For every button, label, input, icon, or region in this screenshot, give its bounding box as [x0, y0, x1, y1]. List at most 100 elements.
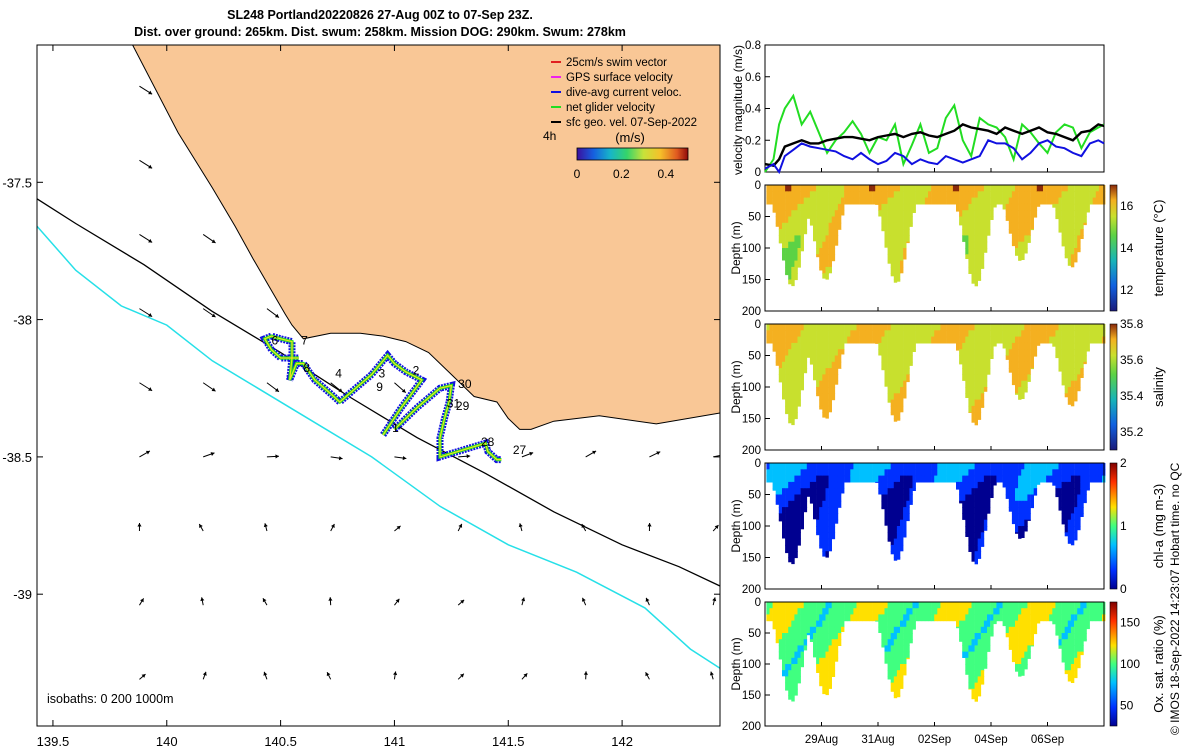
- section-cell: [853, 324, 857, 331]
- section-cell: [788, 513, 792, 521]
- velocity-arrow-head: [328, 597, 333, 601]
- section-cell: [1024, 330, 1028, 338]
- section-cell: [990, 342, 994, 350]
- section-cell: [1011, 657, 1016, 663]
- section-cell: [959, 626, 963, 634]
- section-cell: [952, 324, 957, 331]
- section-cell: [819, 507, 823, 514]
- section-cell: [1018, 507, 1022, 514]
- section-cell: [1024, 197, 1028, 205]
- section-cell: [1064, 507, 1069, 514]
- section-cell: [850, 330, 854, 338]
- section-cell: [785, 216, 789, 224]
- section-cell: [1064, 254, 1069, 259]
- section-cell: [797, 222, 801, 230]
- section-cell: [831, 664, 836, 671]
- section-cell: [794, 463, 798, 470]
- section-cell: [915, 336, 919, 344]
- section-cell: [837, 463, 842, 470]
- section-cell: [1080, 602, 1084, 609]
- section-cell: [977, 481, 982, 489]
- section-cell: [887, 463, 891, 470]
- section-cell: [977, 248, 982, 255]
- section-cell: [999, 475, 1003, 483]
- section-cell: [1061, 633, 1065, 640]
- section-cell: [974, 602, 978, 609]
- section-cell: [809, 469, 814, 477]
- section-cell: [800, 463, 804, 470]
- section-cell: [1089, 463, 1093, 470]
- section-cell: [831, 507, 836, 514]
- section-cell: [890, 336, 895, 344]
- section-cell: [1080, 191, 1084, 199]
- section-cell: [1024, 342, 1028, 350]
- section-cell: [822, 235, 826, 243]
- section-cell: [803, 639, 808, 646]
- section-cell: [1067, 399, 1072, 405]
- section-cell: [900, 342, 904, 350]
- section-cell: [875, 602, 879, 609]
- section-cell: [1030, 185, 1034, 192]
- section-cell: [915, 602, 919, 609]
- section-cell: [1052, 463, 1056, 470]
- section-cell: [1039, 197, 1044, 205]
- section-cell: [1027, 229, 1031, 236]
- section-cell: [875, 463, 879, 470]
- section-cell: [1067, 602, 1072, 609]
- section-cell: [971, 608, 975, 615]
- section-cell: [828, 266, 832, 274]
- section-cell: [968, 469, 972, 477]
- section-cell: [797, 676, 801, 684]
- section-cell: [791, 664, 795, 671]
- section-cell: [921, 608, 926, 615]
- section-cell: [1008, 336, 1013, 344]
- section-cell: [819, 380, 823, 388]
- section-cell: [959, 614, 963, 622]
- section-cell: [791, 519, 795, 527]
- section-cell: [1074, 248, 1078, 255]
- section-cell: [934, 191, 938, 199]
- section-cell: [800, 229, 804, 236]
- section-cell: [965, 361, 969, 369]
- section-cell: [965, 191, 969, 199]
- section-cell: [893, 620, 898, 628]
- section-cell: [1086, 469, 1090, 477]
- section-cell: [924, 324, 929, 331]
- section-cell: [977, 279, 982, 281]
- section-cell: [794, 266, 798, 274]
- section-cell: [831, 241, 836, 249]
- section-cell: [977, 488, 982, 496]
- section-cell: [881, 336, 885, 344]
- section-cell: [1018, 494, 1022, 502]
- section-cell: [809, 639, 814, 642]
- section-cell: [1080, 639, 1084, 646]
- section-cell: [1070, 526, 1075, 533]
- section-cell: [1030, 355, 1034, 363]
- section-cell: [782, 488, 786, 496]
- section-cell: [794, 633, 798, 640]
- legend-label: 25cm/s swim vector: [566, 57, 667, 69]
- section-cell: [831, 481, 836, 489]
- section-cell: [806, 210, 811, 218]
- section-cell: [806, 608, 811, 615]
- section-cell: [1058, 203, 1062, 211]
- section-cell: [856, 469, 860, 477]
- section-cell: [890, 500, 895, 508]
- section-cell: [977, 626, 982, 634]
- section-cell: [788, 229, 792, 236]
- section-cell: [983, 608, 988, 615]
- section-cell: [794, 235, 798, 243]
- section-cell: [884, 210, 888, 218]
- section-cell: [1027, 216, 1031, 224]
- section-cell: [831, 380, 836, 388]
- section-cell: [890, 191, 895, 199]
- section-cell: [965, 670, 969, 675]
- section-cell: [1024, 664, 1028, 670]
- section-cell: [1077, 197, 1081, 205]
- section-cell: [1043, 475, 1047, 483]
- section-cell: [974, 526, 978, 533]
- section-cell: [924, 191, 929, 199]
- section-cell: [819, 203, 823, 211]
- section-cell: [1058, 494, 1062, 502]
- section-cell: [1070, 393, 1075, 401]
